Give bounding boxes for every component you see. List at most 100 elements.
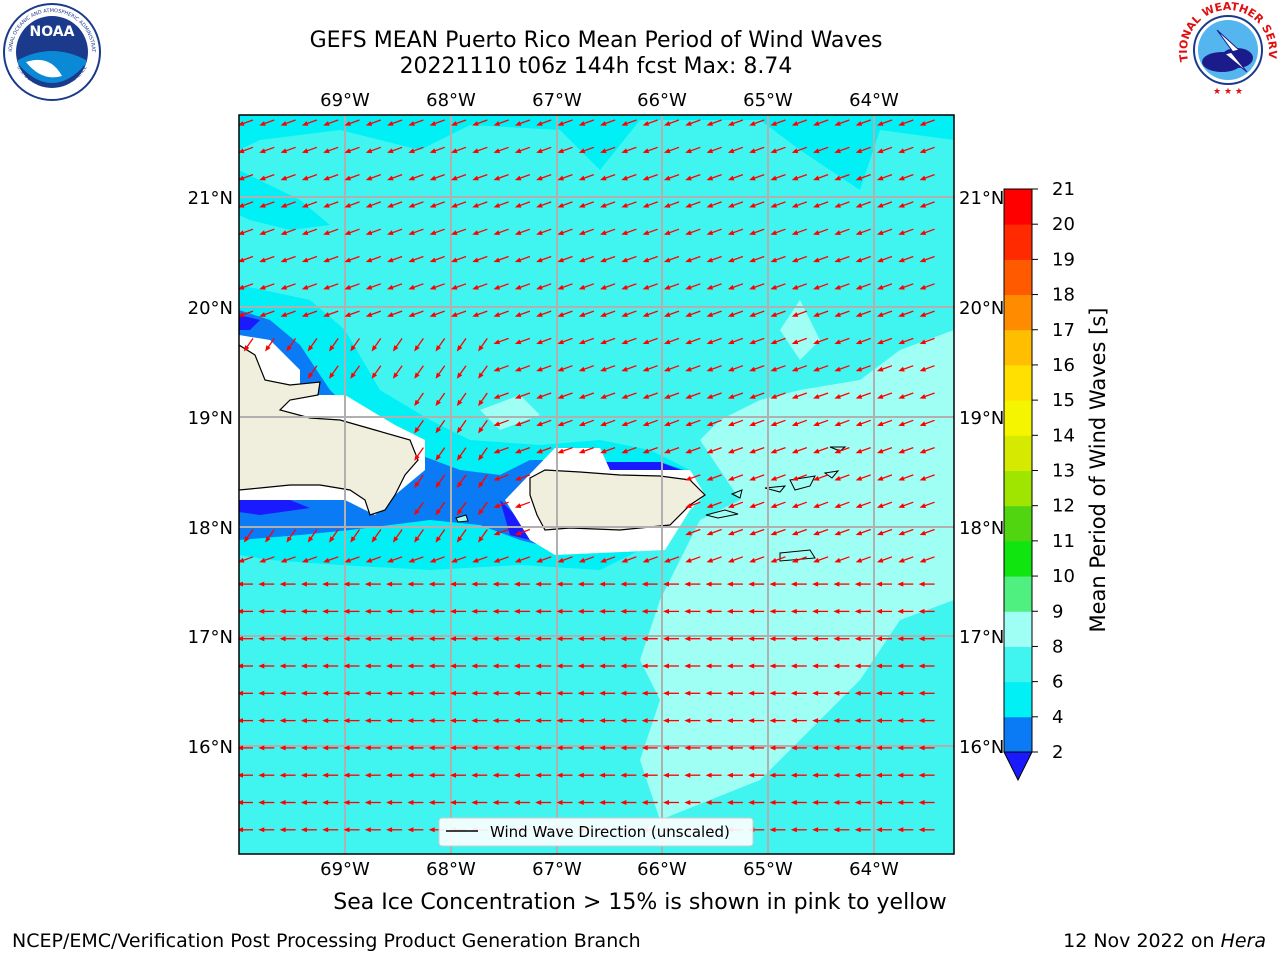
wind-arrow-head [493,284,501,290]
wind-arrow-head [322,745,329,751]
wind-arrow-head [685,339,692,345]
wind-arrow-head [435,372,442,379]
wind-arrow-head [898,121,905,126]
wind-arrow-head [365,175,373,181]
wind-arrow-head [706,339,714,345]
lon-label: 69°W [320,859,370,880]
wind-arrow-head [854,608,861,614]
wind-arrow-head [408,312,415,317]
wind-arrow-head [557,421,564,427]
wind-arrow-head [301,557,309,563]
wind-arrow-head [599,636,606,642]
wind-arrow-head [323,148,330,154]
wind-arrow-head [350,536,356,543]
wind-arrow-head [749,284,756,290]
wind-arrow-head [641,745,648,751]
wind-arrow-head [344,557,351,563]
wind-arrow-head [684,663,691,669]
wind-arrow-head [876,284,884,290]
wind-arrow-head [350,345,356,352]
wind-arrow-head [833,718,840,724]
wind-arrow-head [790,827,797,833]
wind-arrow-head [280,257,288,263]
wind-arrow-head [493,257,501,263]
colorbar-segment [1004,505,1032,542]
wind-arrow-head [854,745,861,751]
lat-label: 19°N [188,408,233,429]
wind-arrow-head [556,636,563,642]
wind-arrow-head [834,175,841,181]
wind-arrow-head [556,745,563,751]
wind-arrow-head [478,399,484,407]
wind-arrow-head [898,257,905,263]
noaa-logo-text: NOAA [30,24,75,40]
wind-arrow-head [705,608,712,614]
wind-arrow-head [577,772,584,778]
wind-arrow-head [833,827,840,833]
wind-arrow-head [663,394,671,399]
wind-arrow-head [513,772,520,778]
wind-arrow-head [258,718,265,724]
wind-arrow-head [407,663,414,669]
wind-arrow-head [535,663,542,669]
wind-arrow-head [557,202,564,208]
wind-arrow-head [876,175,884,181]
wind-arrow-head [813,475,820,481]
wind-arrow-head [258,636,265,642]
wind-arrow-head [727,475,735,481]
wind-arrow-head [407,718,414,724]
wind-arrow-head [876,257,884,263]
wind-arrow-head [791,257,799,263]
wind-arrow-head [386,800,393,805]
wind-arrow-head [578,175,586,181]
wind-arrow-head [343,772,350,778]
wind-arrow-head [492,663,499,669]
wind-arrow-head [706,312,714,317]
wind-arrow-head [329,345,335,352]
wind-arrow-head [898,339,905,345]
colorbar-tick-label: 12 [1052,496,1075,517]
wind-arrow-head [620,718,627,724]
wind-arrow-head [855,530,863,536]
footer-date-text: 12 Nov 2022 on [1063,930,1221,952]
wind-arrow-head [685,366,692,372]
lon-label: 67°W [532,859,582,880]
wind-arrow-head [428,745,435,751]
wind-arrow-head [478,372,484,379]
colorbar-tick-label: 10 [1052,566,1075,587]
wind-arrow-head [791,230,799,235]
wind-arrow-head [323,312,330,317]
wind-arrow-head [239,745,243,751]
wind-arrow-head [663,800,669,805]
wind-arrow-head [239,636,243,642]
wind-arrow-head [855,366,863,372]
colorbar-segment [1004,576,1032,612]
wind-arrow-head [429,202,437,208]
wind-arrow-head [556,663,563,669]
wind-arrow-head [344,202,351,208]
wind-arrow-head [556,581,563,587]
wind-arrow-head [536,421,543,427]
wind-arrow-head [471,636,478,642]
wind-arrow-head [876,557,884,563]
wind-arrow-head [642,202,650,208]
wind-arrow-head [876,421,884,427]
wind-arrow-head [577,581,584,587]
wind-arrow-head [514,202,522,208]
wind-arrow-head [705,663,712,669]
wind-arrow-head [429,557,437,563]
wind-arrow-head [514,503,522,508]
wind-arrow-head [770,394,777,399]
wind-arrow-head [727,530,735,536]
wind-arrow-head [472,202,479,208]
wind-arrow-head [536,366,543,372]
lat-label: 20°N [188,298,233,319]
wind-arrow-head [456,372,463,379]
wind-arrow-head [855,503,863,508]
wind-arrow-head [322,581,329,587]
wind-arrow-head [769,800,776,805]
wind-arrow-head [600,175,607,181]
wind-arrow-head [833,745,840,751]
wind-arrow-head [600,284,607,290]
wind-arrow-head [557,148,564,154]
